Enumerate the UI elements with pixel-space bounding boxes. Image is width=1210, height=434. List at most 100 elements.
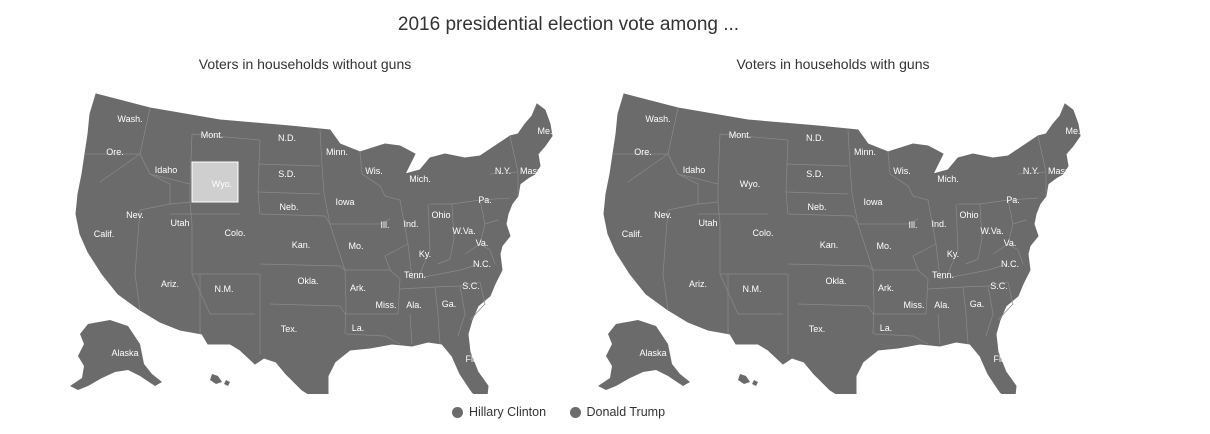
state-label: Iowa <box>863 197 882 207</box>
state-border <box>797 303 874 315</box>
state-label: Minn. <box>854 147 876 157</box>
state-border <box>912 195 941 280</box>
state-border <box>937 313 941 345</box>
state-label: Utah <box>170 218 189 228</box>
state-label: N.Y. <box>495 166 511 176</box>
state-label: Me. <box>1065 126 1080 136</box>
state-label: Idaho <box>683 165 706 175</box>
state-label: Iowa <box>335 197 354 207</box>
state-label: Ariz. <box>689 279 707 289</box>
state-label: Mass. <box>520 166 544 176</box>
state-label: Ore. <box>634 147 652 157</box>
state-label: Ind. <box>931 219 946 229</box>
state-label: Okla. <box>297 276 318 286</box>
state-label: Ariz. <box>161 279 179 289</box>
state-label: Colo. <box>752 228 773 238</box>
state-border <box>1012 219 1027 225</box>
state-label: W.Va. <box>980 226 1003 236</box>
state-label: W.Va. <box>452 226 475 236</box>
state-label: Fla. <box>993 354 1008 364</box>
state-border <box>785 191 849 195</box>
state-label: Ark. <box>878 283 894 293</box>
state-label: Miss. <box>904 300 925 310</box>
map-without-guns: Voters in households without guns Wash. O… <box>40 56 570 396</box>
state-border <box>847 129 875 335</box>
state-label: N.M. <box>215 284 234 294</box>
state-border <box>1017 171 1047 175</box>
state-label: Mo. <box>876 241 891 251</box>
state-label: Ill. <box>381 220 390 230</box>
state-border <box>697 201 719 205</box>
state-label: Mont. <box>201 130 224 140</box>
state-label: Nev. <box>654 210 672 220</box>
state-label: S.D. <box>278 169 296 179</box>
state-label: Ky. <box>947 249 959 259</box>
state-label: Ky. <box>419 249 431 259</box>
state-label: Ala. <box>934 300 950 310</box>
state-border <box>912 243 937 315</box>
state-border <box>139 153 171 211</box>
state-label: Alaska <box>639 348 666 358</box>
state-label: N.Y. <box>1023 166 1039 176</box>
alaska-shape <box>70 320 162 390</box>
state-label: Mass. <box>1048 166 1072 176</box>
state-border <box>457 285 466 337</box>
state-border <box>1007 243 1024 265</box>
state-border <box>479 197 511 201</box>
state-border <box>939 263 1009 280</box>
state-border <box>469 281 486 321</box>
state-border <box>359 151 386 197</box>
lower48-shape <box>603 93 1081 394</box>
chart-title: 2016 presidential election vote among ..… <box>397 14 740 35</box>
state-border <box>409 313 413 345</box>
state-border <box>887 151 914 197</box>
hawaii-shape <box>738 374 758 386</box>
state-label: S.C. <box>462 281 480 291</box>
state-border <box>787 213 859 225</box>
state-label: Tex. <box>809 324 826 334</box>
state-label: Miss. <box>376 300 397 310</box>
state-border <box>191 133 261 141</box>
state-label: N.D. <box>278 133 296 143</box>
state-label: Pa. <box>1006 195 1020 205</box>
state-label: Calif. <box>94 229 115 239</box>
state-border <box>662 209 669 311</box>
state-border <box>257 191 321 195</box>
us-map: Wash. Ore. Calif. Idaho Nev. Mont. Wyo. Utah Ari… <box>598 93 1081 394</box>
state-label: Minn. <box>326 147 348 157</box>
state-border <box>785 163 849 167</box>
state-border <box>259 263 346 271</box>
state-border <box>1037 135 1047 173</box>
state-border <box>149 173 193 225</box>
state-label: S.D. <box>806 169 824 179</box>
state-label: Tenn. <box>404 270 426 280</box>
legend-swatch <box>451 406 463 418</box>
state-label: Calif. <box>622 229 643 239</box>
map-subtitle: Voters in households without guns <box>198 56 412 72</box>
state-label: Me. <box>537 126 552 136</box>
state-border <box>958 203 983 265</box>
state-label: Ohio <box>959 210 978 220</box>
state-label: Kan. <box>820 240 839 250</box>
state-label: Ill. <box>909 220 918 230</box>
legend-label: Hillary Clinton <box>468 405 547 419</box>
state-label: Wyo. <box>212 179 232 189</box>
state-label: Wash. <box>645 114 670 124</box>
state-label: Alaska <box>111 348 138 358</box>
state-label: S.C. <box>990 281 1008 291</box>
state-label: Idaho <box>155 165 178 175</box>
state-label: Wis. <box>893 166 911 176</box>
state-label: Ga. <box>442 299 457 309</box>
highlighted-state-wyoming[interactable] <box>191 161 239 203</box>
state-border <box>257 163 321 167</box>
state-label: Wyo. <box>740 179 760 189</box>
state-label: Mich. <box>937 174 959 184</box>
state-label: N.C. <box>1001 259 1019 269</box>
state-border <box>479 243 496 265</box>
hawaii-shape <box>210 374 230 386</box>
state-border <box>627 153 669 183</box>
state-label: Ind. <box>403 219 418 229</box>
state-label: Ala. <box>406 300 422 310</box>
us-map: Wash. Ore. Calif. Idaho Nev. Mont. Wyo. Utah Ari… <box>70 93 553 394</box>
state-border <box>873 333 929 345</box>
